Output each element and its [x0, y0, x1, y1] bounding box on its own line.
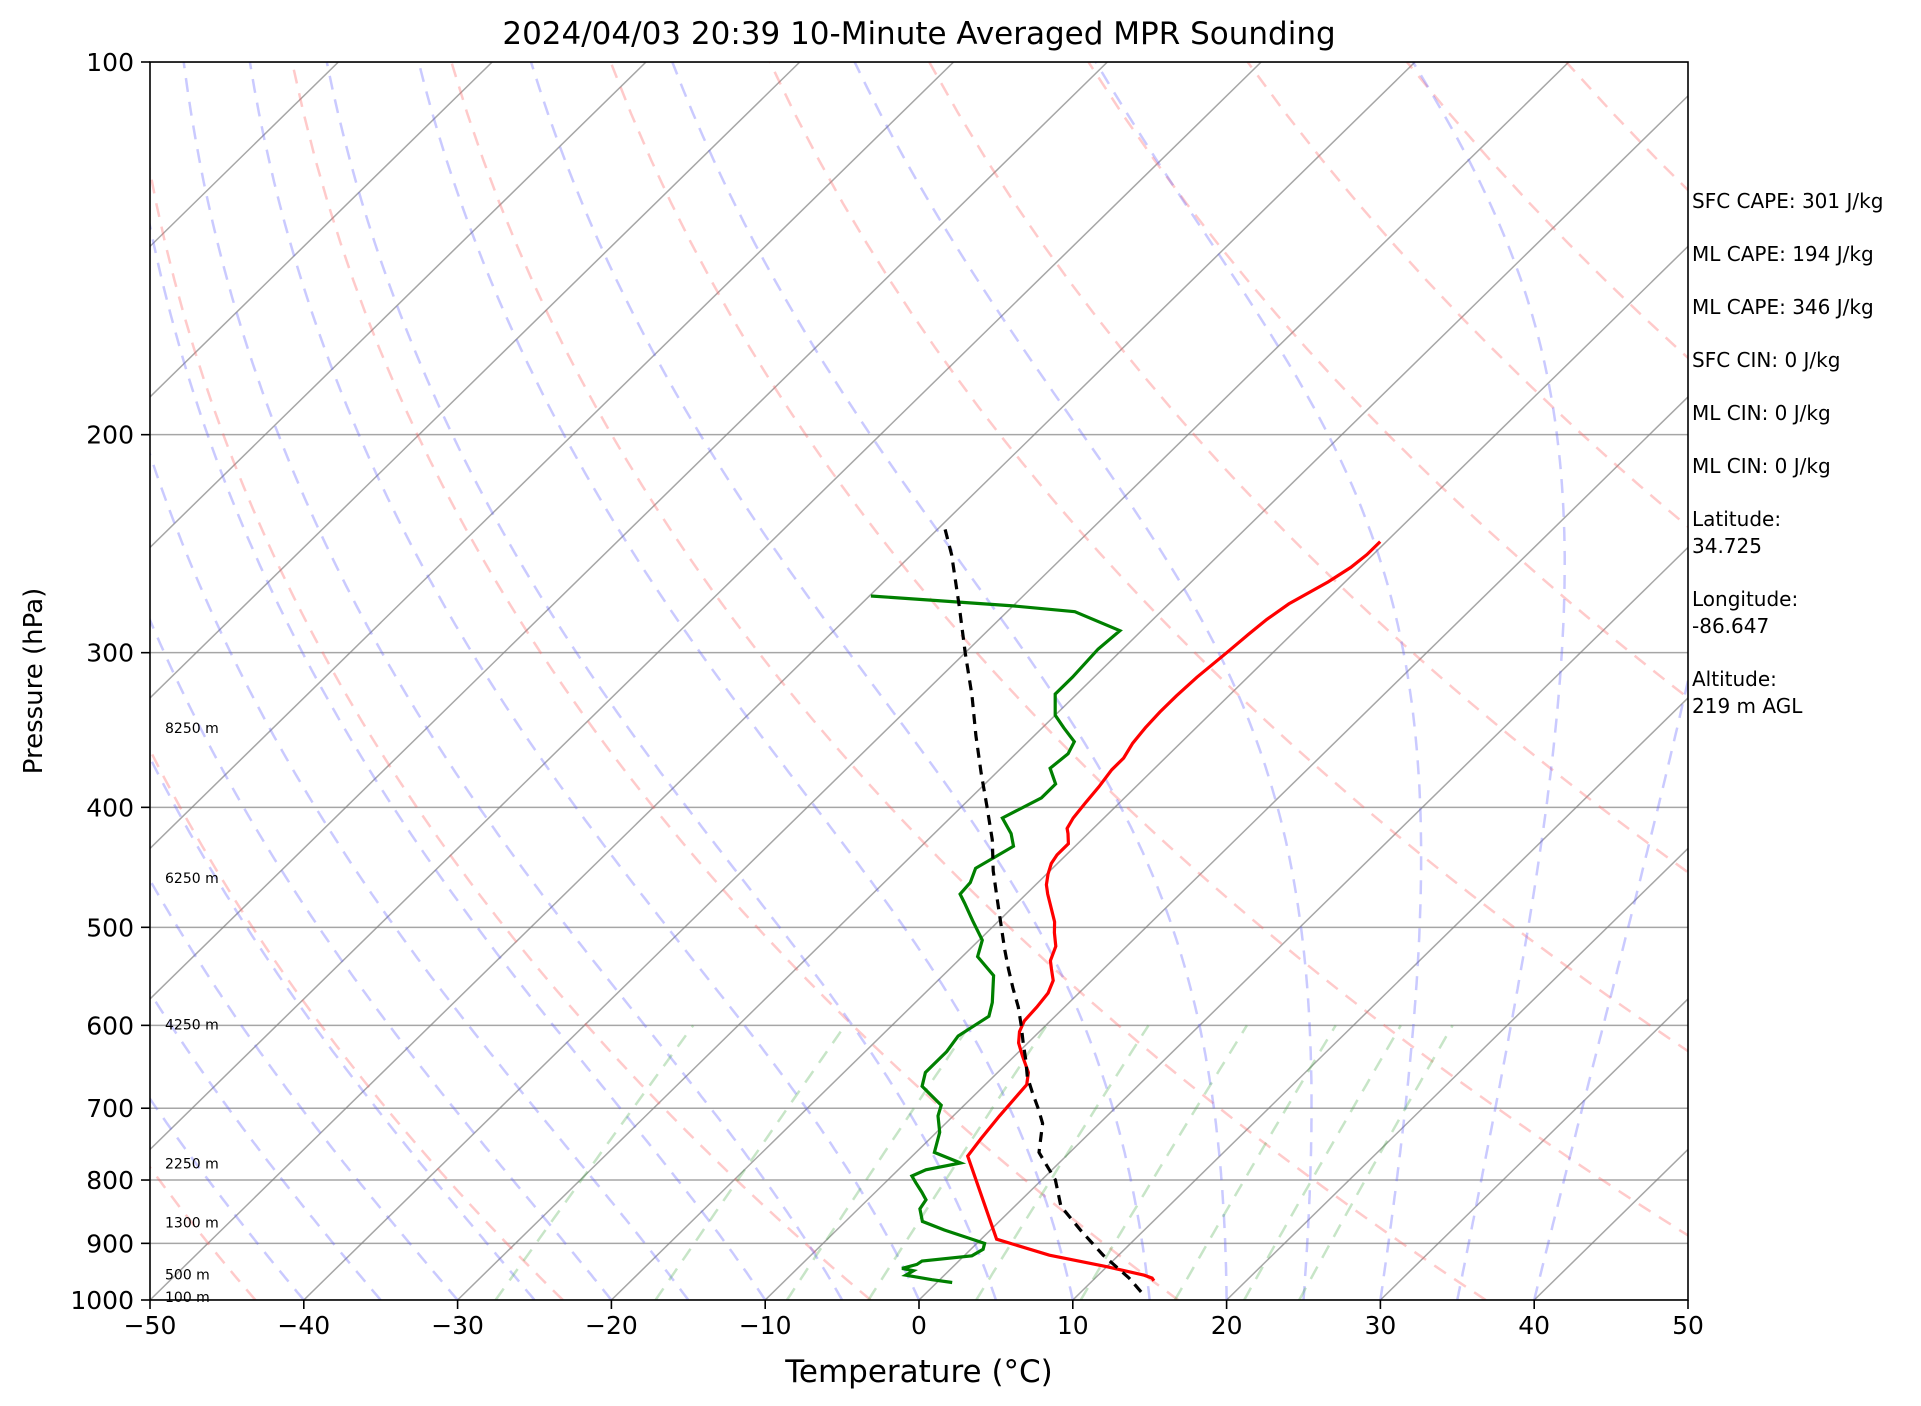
isotherm-line — [610, 245, 1688, 1300]
ml-cape-text-2: ML CAPE: 346 J/kg — [1692, 295, 1874, 319]
isotherm-line — [1379, 997, 1688, 1300]
isotherm-line — [150, 62, 1416, 1300]
moist-adiabat-line — [325, 62, 998, 1300]
x-tick-label: 0 — [911, 1311, 927, 1340]
altitude-text: Altitude: 219 m AGL — [1692, 667, 1803, 718]
isotherm-line — [150, 62, 801, 699]
mixing-ratio-line — [1298, 1024, 1454, 1300]
y-tick-label: 400 — [86, 793, 134, 822]
isotherm-line — [150, 62, 1262, 1151]
x-tick-label: 40 — [1518, 1311, 1550, 1340]
ml-cape-text: ML CAPE: 194 J/kg — [1692, 242, 1874, 266]
moist-adiabat-line — [1411, 62, 1566, 1300]
dry-adiabat-line — [290, 62, 1179, 1300]
series-line-1 — [870, 594, 1123, 1285]
y-tick-label: 1000 — [70, 1286, 134, 1315]
y-tick-label: 600 — [86, 1011, 134, 1040]
height-label: 8250 m — [165, 721, 219, 737]
sounding-parameters: SFC CAPE: 301 J/kg ML CAPE: 194 J/kg ML … — [1692, 188, 1918, 746]
moist-adiabat-line — [150, 877, 459, 1300]
moist-adiabat-line — [417, 62, 1075, 1300]
y-tick-label: 700 — [86, 1094, 134, 1123]
dry-adiabat-line — [150, 164, 872, 1300]
moist-adiabat-line — [1094, 62, 1423, 1300]
moist-adiabat-line — [853, 62, 1313, 1300]
y-tick-label: 800 — [86, 1166, 134, 1195]
height-label: 2250 m — [165, 1157, 219, 1173]
isotherm-line — [150, 62, 1108, 1001]
isotherm-line — [303, 62, 1570, 1300]
moist-adiabat-line — [150, 755, 536, 1300]
height-label: 1300 m — [165, 1216, 219, 1232]
x-tick-label: −20 — [585, 1311, 638, 1340]
moist-adiabat-line — [248, 62, 921, 1300]
sounding-traces — [870, 527, 1382, 1293]
isotherm-line — [457, 94, 1688, 1300]
moist-adiabat-line — [529, 62, 1151, 1300]
x-tick-label: −10 — [739, 1311, 792, 1340]
y-tick-label: 500 — [86, 913, 134, 942]
background-lines — [150, 62, 1688, 1300]
y-axis-label: Pressure (hPa) — [19, 588, 49, 775]
moist-adiabat-line — [150, 616, 613, 1300]
series-line-0 — [965, 540, 1382, 1282]
isotherm-line — [918, 546, 1688, 1300]
dry-adiabat-line — [1087, 62, 1688, 700]
y-tick-label: 200 — [86, 421, 134, 450]
height-label: 6250 m — [165, 871, 219, 887]
sfc-cape-text: SFC CAPE: 301 J/kg — [1692, 189, 1884, 213]
y-tick-label: 300 — [86, 639, 134, 668]
moist-adiabat-line — [671, 62, 1228, 1300]
isotherm-line — [1072, 696, 1688, 1300]
mixing-ratio-line — [1173, 1024, 1337, 1300]
height-label: 100 m — [165, 1290, 210, 1306]
height-label: 500 m — [165, 1268, 210, 1284]
mixing-ratio-line — [1243, 1024, 1402, 1300]
moist-adiabat-line — [150, 990, 382, 1300]
x-tick-label: 30 — [1364, 1311, 1396, 1340]
x-tick-label: −30 — [431, 1311, 484, 1340]
mixing-ratio-line — [494, 1024, 695, 1300]
ml-cin-text: ML CIN: 0 J/kg — [1692, 401, 1831, 425]
isotherm-line — [1226, 847, 1688, 1300]
mixing-ratio-line — [1079, 1024, 1248, 1300]
x-tick-label: −50 — [124, 1311, 177, 1340]
isotherm-line — [764, 395, 1688, 1300]
y-tick-label: 100 — [86, 48, 134, 77]
height-labels: 100 m 500 m 1300 m 2250 m 4250 m 6250 m 8250 m — [165, 721, 219, 1306]
chart-title: 2024/04/03 20:39 10-Minute Averaged MPR … — [502, 16, 1335, 52]
x-tick-label: 50 — [1672, 1311, 1704, 1340]
height-label: 4250 m — [165, 1017, 219, 1033]
latitude-text: Latitude: 34.725 — [1692, 507, 1782, 558]
x-tick-label: 10 — [1057, 1311, 1089, 1340]
axes: −50 −40 −30 −20 −10 0 10 20 30 40 50 1000 900 800 700 6… — [70, 48, 1704, 1340]
moist-adiabat-line — [182, 62, 844, 1300]
x-axis-label: Temperature (°C) — [784, 1354, 1053, 1390]
sfc-cin-text: SFC CIN: 0 J/kg — [1692, 348, 1841, 372]
x-tick-label: −40 — [277, 1311, 330, 1340]
x-tick-label: 20 — [1211, 1311, 1243, 1340]
dry-adiabat-line — [450, 62, 1487, 1300]
series-line-2 — [943, 527, 1143, 1293]
ml-cin-text-2: ML CIN: 0 J/kg — [1692, 454, 1831, 478]
isotherm-line — [150, 62, 493, 398]
isotherm-line — [150, 62, 647, 549]
dry-adiabat-line — [150, 747, 564, 1300]
moist-adiabat-line — [150, 450, 690, 1300]
dry-adiabat-line — [768, 62, 1688, 1053]
isotherm-line — [150, 62, 955, 850]
mixing-ratio-line — [654, 1024, 847, 1300]
dry-adiabat-line — [609, 62, 1688, 1237]
moist-adiabat-line — [150, 219, 767, 1300]
longitude-text: Longitude: -86.647 — [1692, 587, 1799, 638]
y-tick-label: 900 — [86, 1229, 134, 1258]
isotherm-line — [150, 62, 339, 248]
